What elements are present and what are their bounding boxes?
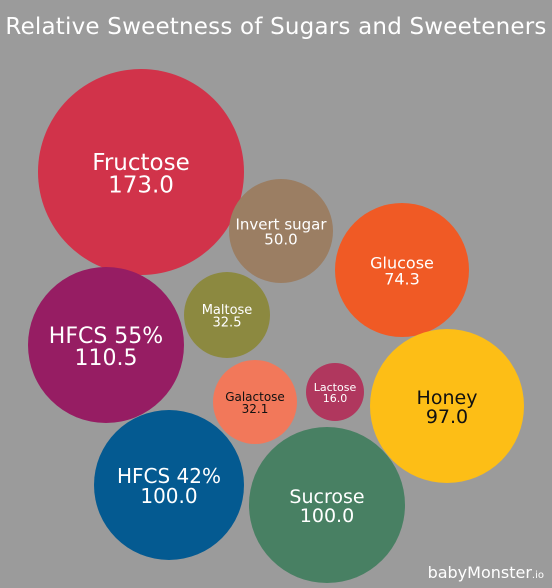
bubble-label-galactose: Galactose [225, 390, 285, 404]
bubble-value-lactose: 16.0 [323, 392, 348, 405]
bubble-value-maltose: 32.5 [213, 316, 242, 331]
bubble-label-fructose: Fructose [92, 150, 189, 176]
bubble-value-invert-sugar: 50.0 [264, 230, 297, 248]
watermark-logo: babyMonster.io [428, 563, 544, 582]
bubble-value-fructose: 173.0 [108, 173, 174, 199]
bubble-label-invert-sugar: Invert sugar [235, 216, 327, 234]
bubble-sucrose [249, 427, 405, 583]
bubble-label-maltose: Maltose [202, 303, 253, 318]
bubble-value-hfcs-55: 110.5 [75, 346, 138, 371]
bubble-label-sucrose: Sucrose [289, 486, 364, 508]
bubble-fructose [38, 69, 244, 275]
bubble-label-hfcs-55: HFCS 55% [49, 324, 163, 349]
bubble-hfcs-55 [28, 267, 184, 423]
bubble-label-glucose: Glucose [370, 254, 434, 273]
bubble-value-hfcs-42: 100.0 [140, 484, 197, 508]
bubble-glucose [335, 203, 469, 337]
bubble-maltose [184, 272, 270, 358]
bubble-value-galactose: 32.1 [242, 402, 269, 416]
watermark-brand: babyMonster [427, 563, 532, 582]
bubble-value-honey: 97.0 [426, 406, 468, 428]
bubble-value-sucrose: 100.0 [300, 505, 354, 527]
chart-title: Relative Sweetness of Sugars and Sweeten… [5, 14, 547, 40]
bubble-value-glucose: 74.3 [384, 269, 420, 288]
watermark-tld: .io [531, 570, 544, 581]
bubble-label-hfcs-42: HFCS 42% [117, 464, 221, 488]
bubble-galactose [213, 360, 297, 444]
bubble-label-honey: Honey [417, 387, 478, 409]
bubble-label-lactose: Lactose [314, 381, 357, 394]
bubble-lactose [306, 363, 364, 421]
bubble-invert-sugar [229, 179, 333, 283]
bubble-hfcs-42 [94, 410, 244, 560]
bubble-honey [370, 329, 524, 483]
